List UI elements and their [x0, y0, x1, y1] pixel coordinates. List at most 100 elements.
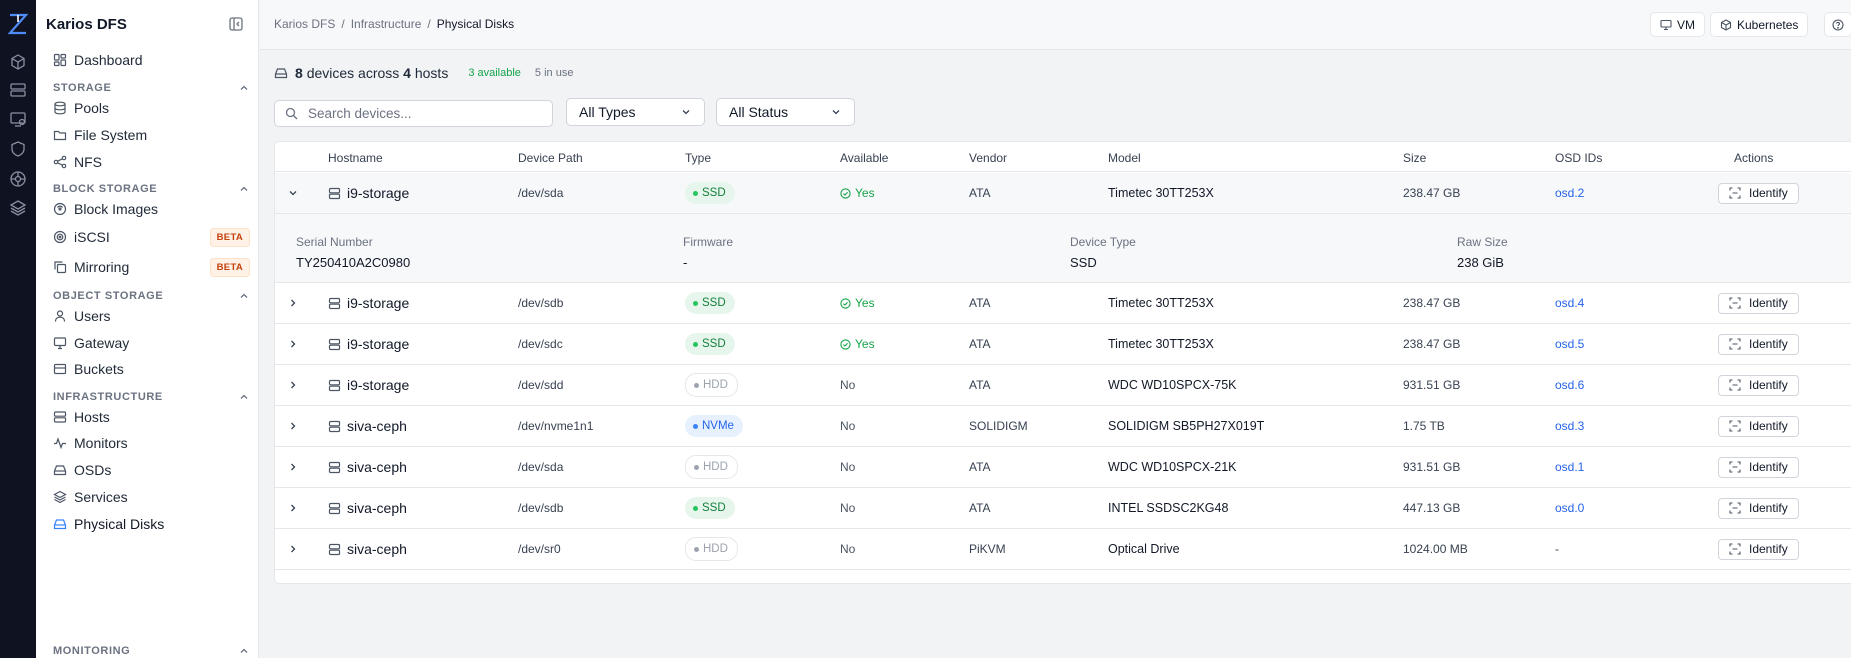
osd-id-link[interactable]: osd.3 [1555, 419, 1585, 433]
identify-button[interactable]: Identify [1718, 538, 1799, 560]
device-path-cell: /dev/sdc [518, 337, 563, 351]
column-header-device-path[interactable]: Device Path [518, 151, 583, 165]
column-header-osd-ids[interactable]: OSD IDs [1555, 151, 1603, 165]
column-header-available[interactable]: Available [840, 151, 889, 165]
table-row[interactable]: i9-storage/dev/sdc SSD Yes ATA Timetec 30TT2… [275, 324, 1851, 365]
sidebar-item-block-images[interactable]: Block Images [44, 197, 250, 221]
sidebar-collapse-icon[interactable] [228, 16, 244, 32]
hostname-cell: i9-storage [347, 336, 410, 352]
breadcrumb-separator: / [427, 17, 431, 31]
sidebar-item-gateway[interactable]: Gateway [44, 331, 250, 355]
chevron-right-icon[interactable] [287, 543, 299, 555]
server-icon [328, 543, 341, 555]
sidebar-section-object-storage[interactable]: OBJECT STORAGE [53, 288, 249, 304]
chevron-right-icon[interactable] [287, 297, 299, 309]
sidebar-item-iscsi[interactable]: iSCSI BETA [44, 225, 250, 249]
identify-button[interactable]: Identify [1718, 415, 1799, 437]
layers-icon[interactable] [8, 198, 28, 218]
sidebar-item-physical-disks[interactable]: Physical Disks [44, 512, 250, 536]
osd-id-link[interactable]: osd.4 [1555, 296, 1585, 310]
breadcrumb-item[interactable]: Karios DFS [274, 17, 336, 31]
chevron-right-icon[interactable] [287, 461, 299, 473]
chevron-right-icon[interactable] [287, 338, 299, 350]
identify-button[interactable]: Identify [1718, 456, 1799, 478]
available-cell: Yes [855, 296, 875, 310]
vendor-cell: SOLIDIGM [969, 419, 1028, 433]
type-filter-select[interactable]: All Types [566, 98, 705, 126]
breadcrumb-item[interactable]: Infrastructure [350, 17, 422, 31]
column-header-vendor[interactable]: Vendor [969, 151, 1008, 165]
table-row[interactable]: siva-ceph/dev/nvme1n1 NVMe No SOLIDIGM SOLID… [275, 406, 1851, 447]
column-header-size[interactable]: Size [1403, 151, 1427, 165]
cube-icon[interactable] [8, 52, 28, 72]
shield-icon[interactable] [8, 139, 28, 159]
hostname-cell: siva-ceph [347, 541, 407, 557]
kubernetes-icon[interactable] [8, 169, 28, 189]
sidebar-item-osds[interactable]: OSDs [44, 458, 250, 482]
table-row[interactable]: siva-ceph/dev/sdb SSD No ATA INTEL SSDSC2KG4… [275, 488, 1851, 529]
identify-label: Identify [1749, 296, 1788, 310]
sidebar-item-nfs[interactable]: NFS [44, 150, 250, 174]
osd-id-link[interactable]: osd.6 [1555, 378, 1585, 392]
search-input[interactable] [308, 106, 548, 121]
osd-id-link[interactable]: osd.5 [1555, 337, 1585, 351]
chevron-right-icon[interactable] [287, 379, 299, 391]
hostname-cell: siva-ceph [347, 500, 407, 516]
devices-summary: 8 devices across 4 hosts 3 available 5 i… [274, 65, 573, 81]
available-cell: No [840, 501, 856, 515]
vendor-cell: ATA [969, 501, 991, 515]
sidebar-item-dashboard[interactable]: Dashboard [44, 48, 250, 72]
sidebar-section-monitoring[interactable]: MONITORING [53, 643, 249, 658]
sidebar-section-storage[interactable]: STORAGE [53, 80, 249, 96]
identify-button[interactable]: Identify [1718, 333, 1799, 355]
sidebar-item-hosts[interactable]: Hosts [44, 405, 250, 429]
chevron-down-icon[interactable] [287, 187, 299, 199]
sidebar-item-file-system[interactable]: File System [44, 123, 250, 147]
app-title: Karios DFS [46, 16, 127, 33]
sidebar-section-block-storage[interactable]: BLOCK STORAGE [53, 181, 249, 197]
monitor-cloud-icon[interactable] [8, 109, 28, 129]
hard-drive-icon [274, 68, 288, 79]
kubernetes-button[interactable]: Kubernetes [1710, 12, 1809, 37]
chevron-right-icon[interactable] [287, 420, 299, 432]
identify-button[interactable]: Identify [1718, 292, 1799, 314]
identify-button[interactable]: Identify [1718, 374, 1799, 396]
osd-id-link[interactable]: osd.1 [1555, 460, 1585, 474]
osd-id-link[interactable]: osd.2 [1555, 186, 1585, 200]
disc-icon [53, 202, 67, 216]
sidebar-item-label: Services [74, 489, 128, 505]
server-icon[interactable] [8, 80, 28, 100]
type-dot [694, 546, 699, 552]
column-header-hostname[interactable]: Hostname [328, 151, 383, 165]
column-header-model[interactable]: Model [1108, 151, 1141, 165]
table-row[interactable]: i9-storage/dev/sdd HDD No ATA WDC WD10SPCX-7… [275, 365, 1851, 406]
column-header-type[interactable]: Type [685, 151, 712, 165]
identify-label: Identify [1749, 186, 1788, 200]
table-row[interactable]: i9-storage/dev/sdb SSD Yes ATA Timetec 30TT2… [275, 283, 1851, 324]
table-row[interactable]: siva-ceph/dev/sda HDD No ATA WDC WD10SPCX-21… [275, 447, 1851, 488]
section-label: MONITORING [53, 645, 131, 657]
osd-id-link[interactable]: osd.0 [1555, 501, 1585, 515]
server-icon [328, 379, 341, 391]
chevron-right-icon[interactable] [287, 502, 299, 514]
search-box[interactable] [274, 100, 553, 127]
sidebar-item-users[interactable]: Users [44, 304, 250, 328]
table-row[interactable]: siva-ceph/dev/sr0 HDD No PiKVM Optical Drive… [275, 529, 1851, 570]
sidebar-section-infrastructure[interactable]: INFRASTRUCTURE [53, 389, 249, 405]
device-path-cell: /dev/sdd [518, 378, 564, 392]
sidebar-item-monitors[interactable]: Monitors [44, 431, 250, 455]
identify-button[interactable]: Identify [1718, 182, 1799, 204]
sidebar-item-pools[interactable]: Pools [44, 96, 250, 120]
identify-button[interactable]: Identify [1718, 497, 1799, 519]
help-button[interactable] [1824, 12, 1851, 37]
vm-button[interactable]: VM [1650, 12, 1705, 37]
sidebar-item-buckets[interactable]: Buckets [44, 357, 250, 381]
sidebar-item-services[interactable]: Services [44, 485, 250, 509]
model-cell: Timetec 30TT253X [1108, 296, 1214, 310]
table-row[interactable]: i9-storage/dev/sda SSD Yes ATA Timetec 30TT2… [275, 173, 1851, 214]
status-filter-select[interactable]: All Status [716, 98, 855, 126]
sidebar-item-mirroring[interactable]: Mirroring BETA [44, 255, 250, 279]
sidebar-item-label: Gateway [74, 335, 130, 351]
chevron-up-icon [240, 648, 248, 653]
type-badge: SSD [685, 182, 735, 204]
